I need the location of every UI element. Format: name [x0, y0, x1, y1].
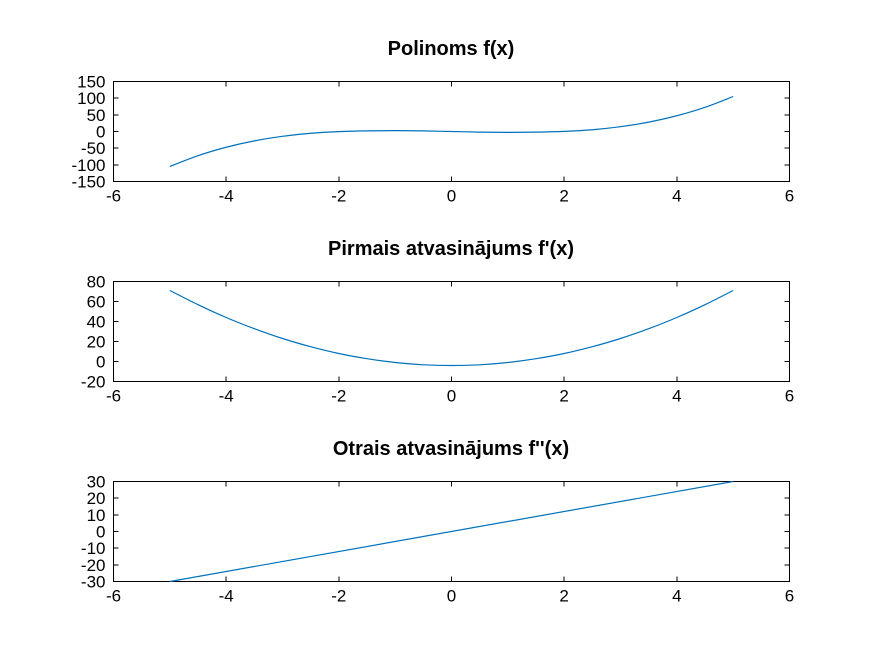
x-tick-label: 4: [672, 187, 681, 206]
x-tick-label: 0: [447, 187, 456, 206]
x-tick-label: -4: [219, 587, 234, 606]
y-tick-label: -20: [81, 373, 106, 392]
y-tick-label: -20: [81, 556, 106, 575]
series-line: [169, 289, 734, 367]
x-tick-label: -2: [331, 587, 346, 606]
x-tick-label: -6: [106, 587, 121, 606]
x-tick-label: 2: [559, 187, 568, 206]
series-line: [169, 95, 734, 168]
y-tick-label: 20: [87, 489, 106, 508]
x-tick-label: 4: [672, 587, 681, 606]
x-tick-label: 2: [559, 587, 568, 606]
x-tick-label: 0: [447, 587, 456, 606]
subplot-title: Polinoms f(x): [388, 38, 515, 60]
x-tick-label: 6: [785, 587, 794, 606]
x-tick-label: -6: [106, 187, 121, 206]
y-tick-label: 0: [96, 353, 105, 372]
x-tick-label: 2: [559, 387, 568, 406]
y-tick-label: 20: [87, 333, 106, 352]
y-tick-label: -30: [81, 573, 106, 592]
y-tick-label: 100: [77, 89, 105, 108]
x-tick-label: -2: [331, 387, 346, 406]
x-tick-label: 6: [785, 187, 794, 206]
y-tick-label: 0: [96, 123, 105, 142]
series-line: [169, 480, 734, 583]
subplot-second-derivative: Otrais atvasinājums f''(x) -6 -4 -2 0 2 4 6302…: [81, 438, 794, 606]
subplot-first-derivative: Pirmais atvasinājums f'(x) -6 -4 -2 0 2 4 6806…: [81, 238, 794, 406]
x-tick-label: 4: [672, 387, 681, 406]
subplot-title: Otrais atvasinājums f''(x): [333, 438, 569, 460]
y-tick-label: -10: [81, 539, 106, 558]
axes-box: [113, 281, 790, 382]
subplot-polynomial: Polinoms f(x) -6 -4 -2 0 2 4 6150100500-50-100…: [71, 38, 794, 206]
y-tick-label: 30: [87, 473, 106, 492]
y-tick-label: -50: [81, 139, 106, 158]
x-tick-label: -4: [219, 387, 234, 406]
x-tick-label: -4: [219, 187, 234, 206]
x-tick-label: -2: [331, 187, 346, 206]
y-tick-label: 50: [87, 106, 106, 125]
x-tick-label: 6: [785, 387, 794, 406]
y-tick-label: 150: [77, 73, 105, 92]
subplot-title: Pirmais atvasinājums f'(x): [328, 238, 574, 260]
y-tick-label: 40: [87, 313, 106, 332]
y-tick-label: 60: [87, 293, 106, 312]
y-tick-label: 0: [96, 523, 105, 542]
y-tick-label: 10: [87, 506, 106, 525]
x-tick-label: -6: [106, 387, 121, 406]
y-tick-label: 80: [87, 273, 106, 292]
y-tick-label: -100: [71, 156, 105, 175]
x-tick-label: 0: [447, 387, 456, 406]
y-tick-label: -150: [71, 173, 105, 192]
